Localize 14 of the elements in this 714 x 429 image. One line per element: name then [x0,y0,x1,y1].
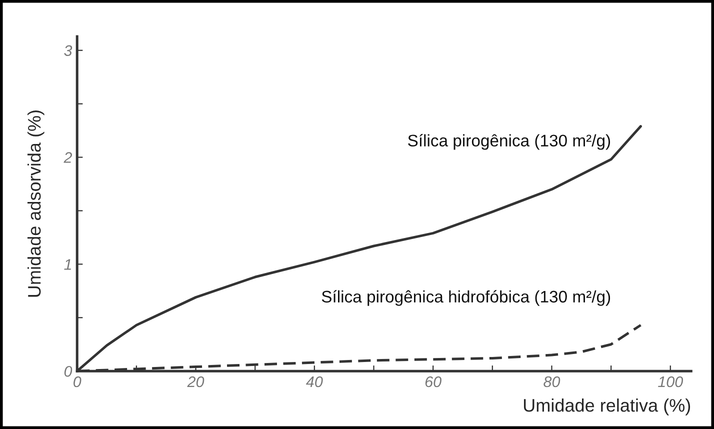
x-tick-label: 20 [187,376,204,388]
y-tick-label: 0 [64,366,72,377]
x-tick-label: 100 [658,376,684,388]
x-tick-label: 80 [544,376,560,388]
series-label: Sílica pirogênica (130 m²/g) [408,134,610,150]
x-tick-label: 40 [306,376,323,388]
x-axis-title: Umidade relativa (%) [524,398,690,416]
x-tick-label: 0 [74,376,82,388]
y-tick-label: 1 [64,259,71,270]
y-tick-label: 2 [64,152,72,163]
x-tick-label: 60 [425,376,442,388]
y-tick-label: 3 [64,45,72,56]
y-axis-title: Umidade adsorvida (%) [27,110,44,297]
series-label: Sílica pirogênica hidrofóbica (130 m²/g) [322,290,610,306]
